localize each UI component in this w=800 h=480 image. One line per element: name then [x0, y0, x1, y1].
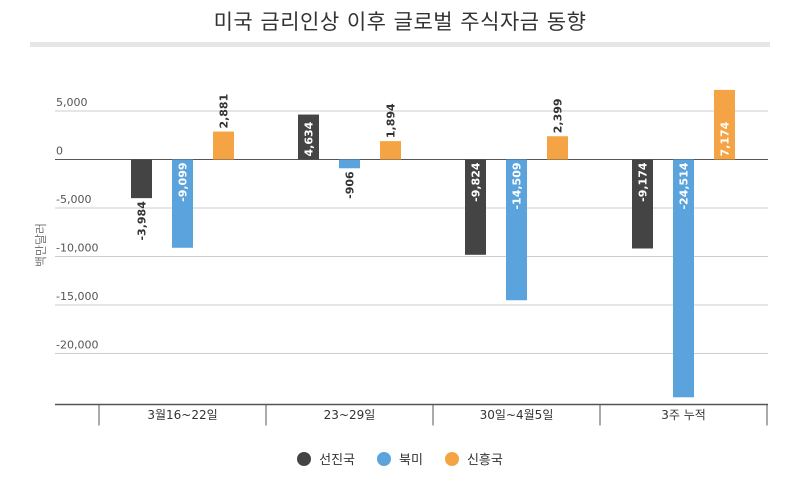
- y-tick-label: -15,000: [56, 290, 98, 303]
- legend-label: 신흥국: [466, 453, 503, 468]
- data-label: 2,881: [218, 94, 231, 129]
- data-label: 4,634: [303, 121, 316, 156]
- x-tick-label: 3주 누적: [661, 408, 706, 422]
- legend-item: 북미: [377, 449, 423, 468]
- x-tick-label: 30일~4월5일: [480, 408, 554, 422]
- bars: -3,984 4,634 -9,824 -9,174 -9,099 -906 -14,509…: [131, 89, 735, 398]
- chart-title: 미국 금리인상 이후 글로벌 주식자금 동향: [213, 10, 587, 34]
- x-axis: 3월16~22일 23~29일 30일~4월5일 3주 누적: [55, 403, 768, 426]
- y-tick-label: 0: [56, 145, 63, 158]
- legend: 선진국 북미 신흥국: [0, 449, 800, 468]
- x-tick-label: 3월16~22일: [147, 408, 217, 422]
- bar: [213, 131, 234, 160]
- x-tick-label: 23~29일: [324, 408, 376, 422]
- y-tick-label: -20,000: [56, 339, 98, 352]
- legend-marker: [297, 451, 312, 466]
- y-tick-label: 5,000: [56, 96, 88, 109]
- legend-marker: [377, 451, 392, 466]
- bar: [506, 159, 527, 301]
- y-axis-label: 백만달러: [34, 223, 48, 267]
- legend-marker: [444, 451, 459, 466]
- bar: [131, 159, 152, 199]
- legend-label: 선진국: [319, 453, 356, 468]
- legend-label: 북미: [399, 453, 423, 468]
- bar: [172, 159, 193, 248]
- data-label: -9,824: [470, 162, 483, 202]
- bar: [298, 114, 319, 160]
- data-label: -3,984: [136, 201, 149, 241]
- bar: [673, 159, 694, 398]
- data-label: 1,894: [385, 103, 398, 138]
- data-label: -24,514: [678, 162, 691, 209]
- bar: [339, 159, 360, 169]
- data-label: 7,174: [719, 121, 732, 156]
- y-tick-label: -10,000: [56, 242, 98, 255]
- y-tick-label: -5,000: [56, 193, 91, 206]
- data-label: -14,509: [511, 163, 524, 210]
- bar: [714, 89, 735, 160]
- bar: [547, 136, 568, 160]
- data-label: -9,099: [177, 163, 190, 202]
- data-label: -906: [344, 171, 357, 199]
- bar: [380, 141, 401, 160]
- bar: [632, 159, 653, 249]
- legend-item: 신흥국: [444, 449, 503, 468]
- legend-item: 선진국: [297, 449, 355, 468]
- gridlines: 5,000 0 -5,000 -10,000 -15,000 -20,000: [55, 96, 768, 354]
- data-label: 2,399: [552, 98, 565, 133]
- data-label: -9,174: [637, 162, 650, 202]
- title-divider: [30, 42, 770, 47]
- bar: [465, 159, 486, 255]
